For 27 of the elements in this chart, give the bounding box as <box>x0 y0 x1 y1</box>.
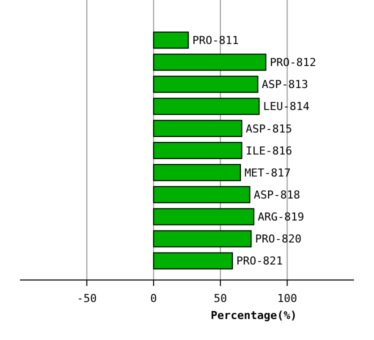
bar <box>153 186 250 204</box>
y-tick-label: ASP-818 <box>254 188 300 202</box>
y-tick-label: LEU-814 <box>263 100 310 114</box>
bar <box>153 142 242 160</box>
bar <box>153 252 233 270</box>
y-tick-label: PRO-821 <box>236 254 283 268</box>
x-tick-label: 100 <box>277 292 298 305</box>
bar <box>153 208 254 226</box>
x-tick-label: 50 <box>214 292 228 305</box>
bar <box>153 54 266 71</box>
bar <box>153 164 241 182</box>
y-tick-label: ILE-816 <box>246 144 292 158</box>
bar <box>153 32 189 49</box>
bar <box>153 76 258 93</box>
y-tick-label: MET-817 <box>244 166 291 180</box>
y-tick-label: PRO-811 <box>192 34 239 48</box>
x-tick-label: 0 <box>150 292 157 305</box>
y-tick-label: ARG-819 <box>258 210 304 224</box>
y-tick-label: PRO-812 <box>270 56 316 70</box>
y-tick-label: ASP-813 <box>262 78 308 92</box>
y-tick-label: ASP-815 <box>246 122 292 136</box>
bar <box>153 120 242 137</box>
bar <box>153 98 260 115</box>
y-tick-label: PRO-820 <box>255 232 302 246</box>
x-tick-label: -50 <box>76 292 97 305</box>
x-axis-title: Percentage(%) <box>210 309 297 322</box>
bar <box>153 230 252 248</box>
